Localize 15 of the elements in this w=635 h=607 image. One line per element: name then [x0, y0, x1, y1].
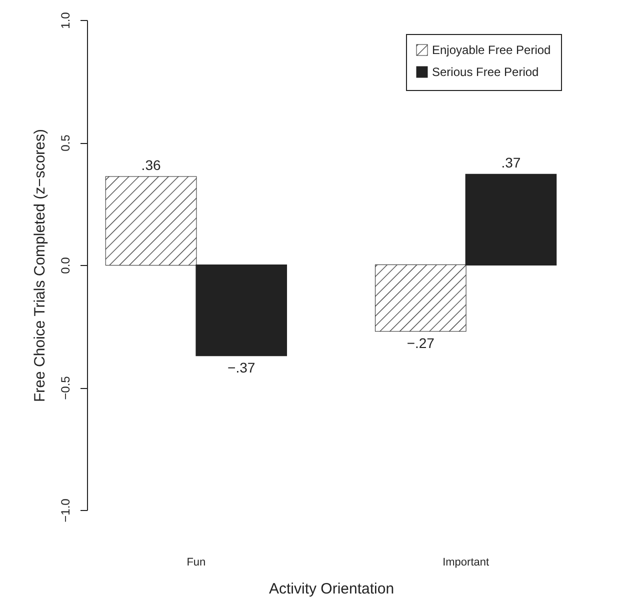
x-tick-label: Important — [442, 556, 490, 568]
legend-label: Serious Free Period — [432, 65, 539, 79]
y-axis-title: Free Choice Trials Completed (z−scores) — [32, 128, 48, 402]
data-label: .36 — [141, 156, 161, 173]
y-tick-label: −1.0 — [58, 498, 72, 522]
x-tick-label: Fun — [186, 556, 206, 568]
y-tick-label: 1.0 — [58, 12, 72, 29]
data-label: −.37 — [228, 360, 256, 376]
data-label: .37 — [501, 154, 521, 170]
y-tick-label: 0.5 — [58, 134, 72, 152]
x-axis-title: Activity Orientation — [268, 580, 394, 598]
y-tick-label: −0.5 — [58, 376, 72, 400]
data-label: −.27 — [406, 335, 435, 352]
legend-label: Enjoyable Free Period — [432, 43, 551, 57]
y-tick-label: 0.0 — [58, 256, 72, 274]
